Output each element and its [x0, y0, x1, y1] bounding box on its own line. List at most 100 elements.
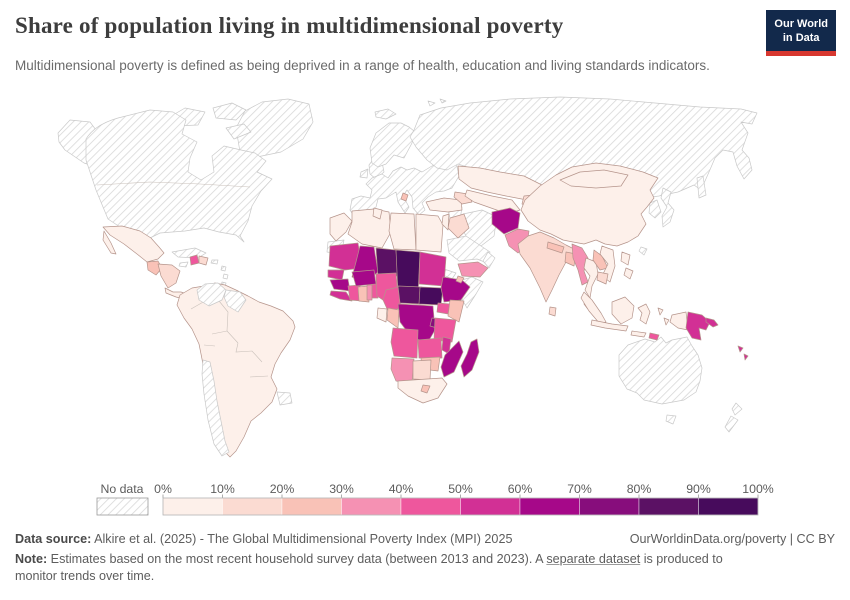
country-afghanistan[interactable] — [491, 207, 521, 235]
country-new-britain[interactable] — [705, 317, 719, 328]
legend-color-scale[interactable]: 0% 10% 20% 30% 40% 50% 60% 70% 80% 90% 100% — [154, 482, 774, 516]
country-philippines[interactable] — [623, 267, 634, 280]
legend-bin-20-30[interactable] — [281, 497, 342, 516]
country-greenland[interactable] — [235, 98, 314, 158]
country-philippines[interactable] — [620, 251, 631, 266]
country-borneo[interactable] — [611, 296, 635, 325]
country-arctic-islands[interactable] — [225, 123, 252, 140]
country-sierra-leone-liberia[interactable] — [329, 290, 353, 302]
country-haiti[interactable] — [189, 254, 200, 266]
legend-bin-60-70[interactable] — [519, 497, 580, 516]
country-solomon-islands[interactable] — [737, 345, 744, 353]
country-mongolia[interactable] — [559, 169, 629, 189]
country-honduras-nicaragua[interactable] — [157, 263, 181, 289]
country-kenya[interactable] — [447, 299, 465, 323]
legend-bin-90-100[interactable] — [698, 497, 759, 516]
legend-bin-70-80[interactable] — [579, 497, 640, 516]
country-libya[interactable] — [388, 212, 417, 251]
legend-bin-10-20[interactable] — [222, 497, 283, 516]
country-lesotho[interactable] — [420, 384, 431, 394]
country-iceland[interactable] — [374, 108, 397, 120]
country-burkina-faso[interactable] — [351, 269, 377, 287]
country-lesser-antilles[interactable] — [222, 273, 229, 280]
country-india[interactable] — [517, 231, 577, 303]
country-timor-leste[interactable] — [648, 332, 660, 341]
country-sakhalin[interactable] — [696, 175, 707, 199]
country-indonesia-papua[interactable] — [669, 311, 689, 331]
country-indonesia-sumatra[interactable] — [580, 291, 607, 325]
country-jamaica[interactable] — [178, 261, 189, 268]
country-sri-lanka[interactable] — [548, 306, 557, 317]
country-mexico-baja[interactable] — [102, 230, 117, 255]
country-cuba[interactable] — [171, 247, 207, 259]
country-mozambique[interactable] — [440, 340, 464, 378]
country-botswana[interactable] — [412, 359, 432, 381]
country-tanzania[interactable] — [433, 317, 457, 343]
country-puerto-rico[interactable] — [210, 259, 219, 265]
country-madagascar[interactable] — [460, 338, 480, 378]
country-djibouti[interactable] — [455, 275, 465, 284]
country-albania[interactable] — [400, 192, 409, 202]
country-jordan-levant[interactable] — [441, 213, 450, 231]
country-indonesia-sulawesi[interactable] — [637, 303, 651, 325]
country-chile[interactable] — [201, 359, 230, 457]
rights-link[interactable]: OurWorldinData.org/poverty | CC BY — [629, 532, 835, 546]
country-indonesia-moluccas[interactable] — [657, 307, 664, 316]
legend-bin-30-40[interactable] — [341, 497, 402, 516]
country-guinea[interactable] — [329, 278, 351, 292]
country-yemen[interactable] — [457, 261, 489, 278]
country-arctic-islands[interactable] — [212, 102, 247, 121]
country-uruguay[interactable] — [276, 391, 293, 406]
country-taiwan[interactable] — [638, 246, 648, 256]
country-namibia[interactable] — [390, 357, 415, 384]
country-svalbard[interactable] — [439, 98, 447, 104]
country-south-sudan[interactable] — [418, 286, 444, 306]
country-ireland[interactable] — [359, 168, 369, 179]
country-japan[interactable] — [660, 187, 675, 228]
country-mauritania[interactable] — [328, 242, 363, 271]
legend-no-data-swatch[interactable] — [96, 497, 149, 516]
country-indonesia-moluccas[interactable] — [663, 317, 670, 326]
legend-bin-40-50[interactable] — [400, 497, 461, 516]
country-mexico[interactable] — [102, 225, 165, 263]
country-tunisia[interactable] — [372, 207, 383, 220]
country-algeria[interactable] — [347, 208, 392, 249]
country-cambodia[interactable] — [596, 271, 609, 285]
country-zambia[interactable] — [417, 337, 443, 359]
separate-dataset-link[interactable]: separate dataset — [546, 552, 641, 566]
country-nepal[interactable] — [546, 241, 565, 254]
country-indonesia-java[interactable] — [590, 319, 629, 332]
country-dr-congo[interactable] — [397, 303, 436, 343]
country-korea[interactable] — [648, 199, 662, 219]
country-canada-usa[interactable] — [85, 109, 273, 243]
legend-bin-50-60[interactable] — [460, 497, 521, 516]
legend-bin-80-90[interactable] — [638, 497, 699, 516]
country-new-zealand[interactable] — [724, 415, 739, 433]
country-lesser-antilles[interactable] — [220, 265, 227, 272]
country-papua-new-guinea[interactable] — [685, 311, 711, 341]
country-dominican-republic[interactable] — [198, 255, 209, 266]
country-australia[interactable] — [618, 336, 703, 405]
country-venezuela[interactable] — [196, 282, 227, 307]
country-uganda[interactable] — [436, 302, 451, 315]
country-svalbard[interactable] — [427, 100, 436, 107]
country-senegal[interactable] — [327, 269, 345, 281]
country-scandinavia[interactable] — [369, 122, 415, 168]
country-central-african-republic[interactable] — [397, 285, 423, 305]
country-ghana[interactable] — [357, 285, 370, 303]
country-china[interactable] — [520, 162, 659, 247]
legend-bin-0-10[interactable] — [162, 497, 223, 516]
country-morocco[interactable] — [329, 212, 353, 242]
country-togo[interactable] — [366, 284, 373, 301]
country-tasmania[interactable] — [665, 414, 677, 425]
owid-logo[interactable]: Our World in Data — [766, 10, 836, 56]
country-indonesia-lesser-sunda[interactable] — [630, 330, 647, 338]
country-oman[interactable] — [482, 251, 496, 269]
country-congo[interactable] — [386, 307, 400, 329]
country-angola[interactable] — [390, 327, 419, 359]
country-new-zealand[interactable] — [731, 402, 743, 416]
country-guyanas[interactable] — [223, 289, 247, 313]
country-gabon[interactable] — [376, 307, 388, 323]
country-europe-mainland[interactable] — [349, 161, 460, 216]
